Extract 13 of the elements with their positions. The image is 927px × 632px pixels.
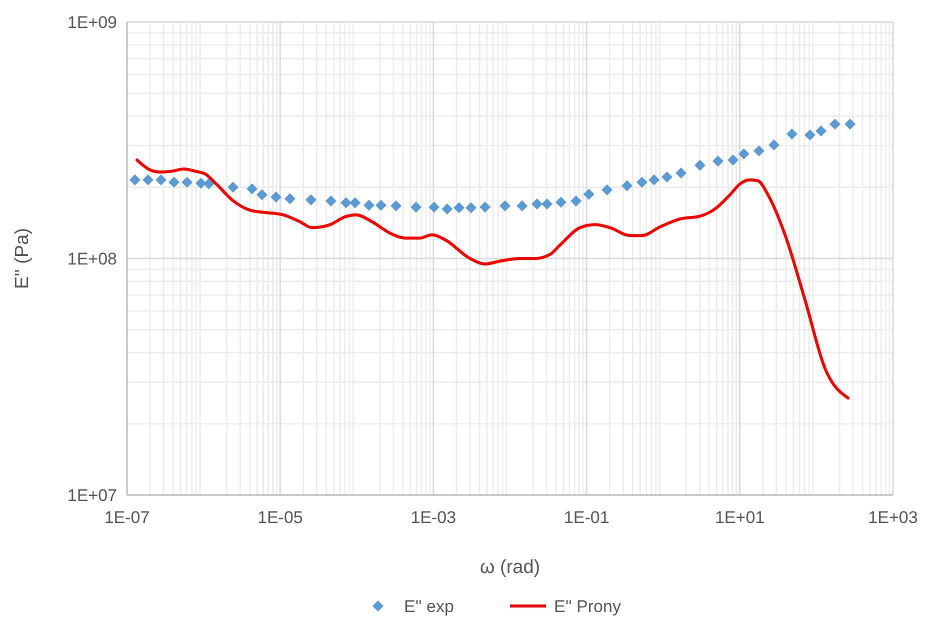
x-tick-label: 1E-05: [258, 508, 303, 527]
legend-label: E'' exp: [404, 597, 454, 616]
x-tick-label: 1E+03: [868, 508, 918, 527]
x-tick-label: 1E-01: [564, 508, 610, 527]
x-tick-label: 1E+01: [714, 508, 765, 527]
y-tick-label: 1E+08: [67, 250, 117, 268]
x-axis-title: ω (rad): [480, 557, 540, 578]
legend-label: E'' Prony: [554, 597, 622, 616]
x-tick-label: 1E-07: [104, 508, 150, 527]
y-axis-title: E'' (Pa): [12, 228, 33, 290]
y-tick-label: 1E+09: [67, 13, 117, 32]
x-tick-label: 1E-03: [410, 508, 456, 527]
y-tick-label: 1E+07: [67, 486, 117, 505]
